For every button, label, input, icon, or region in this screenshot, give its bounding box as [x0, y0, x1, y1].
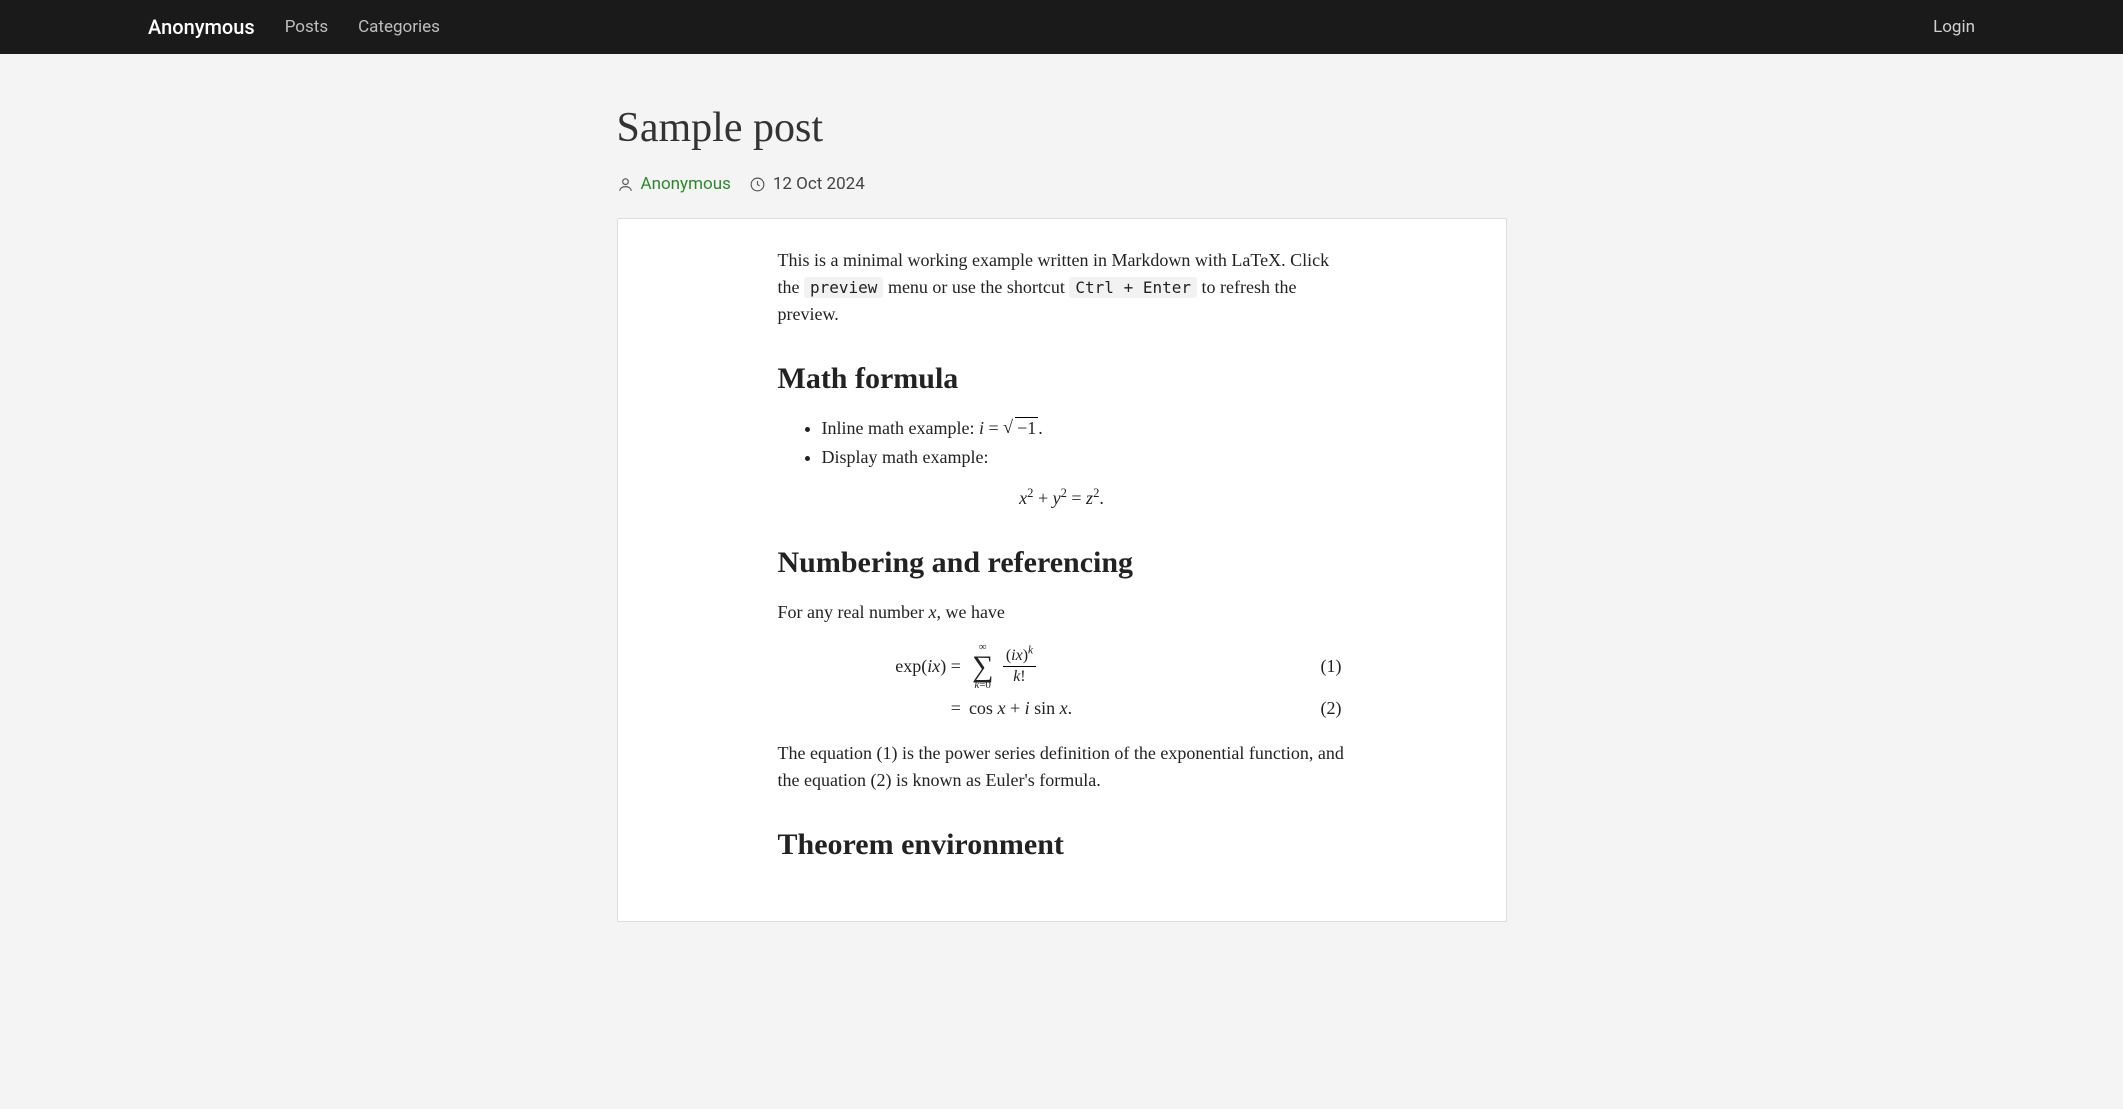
equation-row-1: exp(ix) = ∞ ∑ k=0 (ix)k k! (1) [778, 640, 1346, 693]
summation-icon: ∞ ∑ k=0 [972, 642, 993, 691]
eq1-close: ) = [940, 656, 961, 676]
numbering-intro: For any real number x, we have [778, 599, 1346, 626]
num-p1b: , we have [936, 602, 1004, 622]
eq2-x2: x [1060, 698, 1068, 718]
meta-author: Anonymous [617, 174, 731, 194]
eq1-exp-open: exp( [895, 656, 927, 676]
num-p1a: For any real number [778, 602, 929, 622]
clock-icon [749, 176, 766, 193]
navbar: Anonymous Posts Categories Login [0, 0, 2123, 54]
num-p2c: is known as Euler's formula. [891, 770, 1100, 790]
eq1-tag: (1) [1232, 640, 1346, 693]
math-examples-list: Inline math example: i = −1. Display mat… [778, 415, 1346, 471]
nav-left: Anonymous Posts Categories [148, 15, 440, 39]
li1-eq: = [984, 418, 1003, 438]
eq2-lhs: = [778, 693, 965, 724]
frac-num-ix: ix [1011, 647, 1023, 664]
nav-right: Login [1933, 17, 1975, 37]
eq-tag-1: (1) [1321, 656, 1342, 676]
sqrt-icon: −1 [1003, 415, 1038, 442]
eq1-lhs: exp(ix) = [778, 640, 965, 693]
post-title: Sample post [617, 104, 1507, 152]
brand-link[interactable]: Anonymous [148, 15, 255, 39]
post-date: 12 Oct 2024 [773, 174, 865, 194]
list-item-display-math: Display math example: [822, 444, 1346, 471]
li1-radicand: −1 [1015, 417, 1038, 438]
eq1-rhs: ∞ ∑ k=0 (ix)k k! [965, 640, 1232, 693]
eq2-sin: sin [1030, 698, 1060, 718]
nav-posts-link[interactable]: Posts [285, 17, 328, 37]
sigma-icon: ∑ [972, 653, 993, 680]
post-content-card: This is a minimal working example writte… [617, 218, 1507, 922]
ref-1: (1) [876, 743, 897, 763]
num-p2a: The equation [778, 743, 877, 763]
code-shortcut: Ctrl + Enter [1069, 277, 1197, 298]
eq2-cos: cos [969, 698, 998, 718]
eq-y: y [1053, 488, 1061, 508]
heading-theorem: Theorem environment [778, 822, 1346, 867]
eq-plus-1: + [1033, 488, 1052, 508]
sum-lower-rest: =0 [979, 679, 991, 691]
heading-numbering: Numbering and referencing [778, 540, 1346, 585]
frac-num: (ix)k [1003, 647, 1036, 666]
nav-categories-link[interactable]: Categories [358, 17, 440, 37]
eq-z: z [1086, 488, 1093, 508]
intro-paragraph: This is a minimal working example writte… [778, 247, 1346, 328]
code-preview: preview [804, 277, 883, 298]
post-meta: Anonymous 12 Oct 2024 [617, 174, 1507, 194]
ref-2: (2) [870, 770, 891, 790]
aligned-equations: exp(ix) = ∞ ∑ k=0 (ix)k k! (1) = [778, 640, 1346, 724]
intro-text-2: menu or use the shortcut [883, 277, 1069, 297]
eq2-tag: (2) [1232, 693, 1346, 724]
eq-period: . [1099, 488, 1104, 508]
eq1-ix: ix [927, 656, 940, 676]
user-icon [617, 176, 634, 193]
author-link[interactable]: Anonymous [641, 174, 731, 194]
display-equation-pythag: x2 + y2 = z2. [778, 485, 1346, 512]
li1-period: . [1038, 418, 1043, 438]
frac-den: k! [1003, 666, 1036, 686]
eq2-period: . [1068, 698, 1073, 718]
frac-den-bang: ! [1020, 668, 1025, 685]
nav-login-link[interactable]: Login [1933, 17, 1975, 37]
heading-math-formula: Math formula [778, 356, 1346, 401]
eq2-plus: + [1005, 698, 1024, 718]
eq-x: x [1019, 488, 1027, 508]
eq2-rhs: cos x + i sin x. [965, 693, 1232, 724]
main-container: Sample post Anonymous 12 Oct 2024 This i… [617, 54, 1507, 922]
fraction: (ix)k k! [1003, 647, 1036, 687]
numbering-explain: The equation (1) is the power series def… [778, 740, 1346, 794]
eq-tag-2: (2) [1321, 698, 1342, 718]
li1-text: Inline math example: [822, 418, 979, 438]
frac-num-exp: k [1028, 644, 1033, 656]
sum-lower: k=0 [974, 680, 991, 691]
meta-date: 12 Oct 2024 [749, 174, 865, 194]
eq-eq: = [1067, 488, 1086, 508]
list-item-inline-math: Inline math example: i = −1. [822, 415, 1346, 442]
equation-row-2: = cos x + i sin x. (2) [778, 693, 1346, 724]
